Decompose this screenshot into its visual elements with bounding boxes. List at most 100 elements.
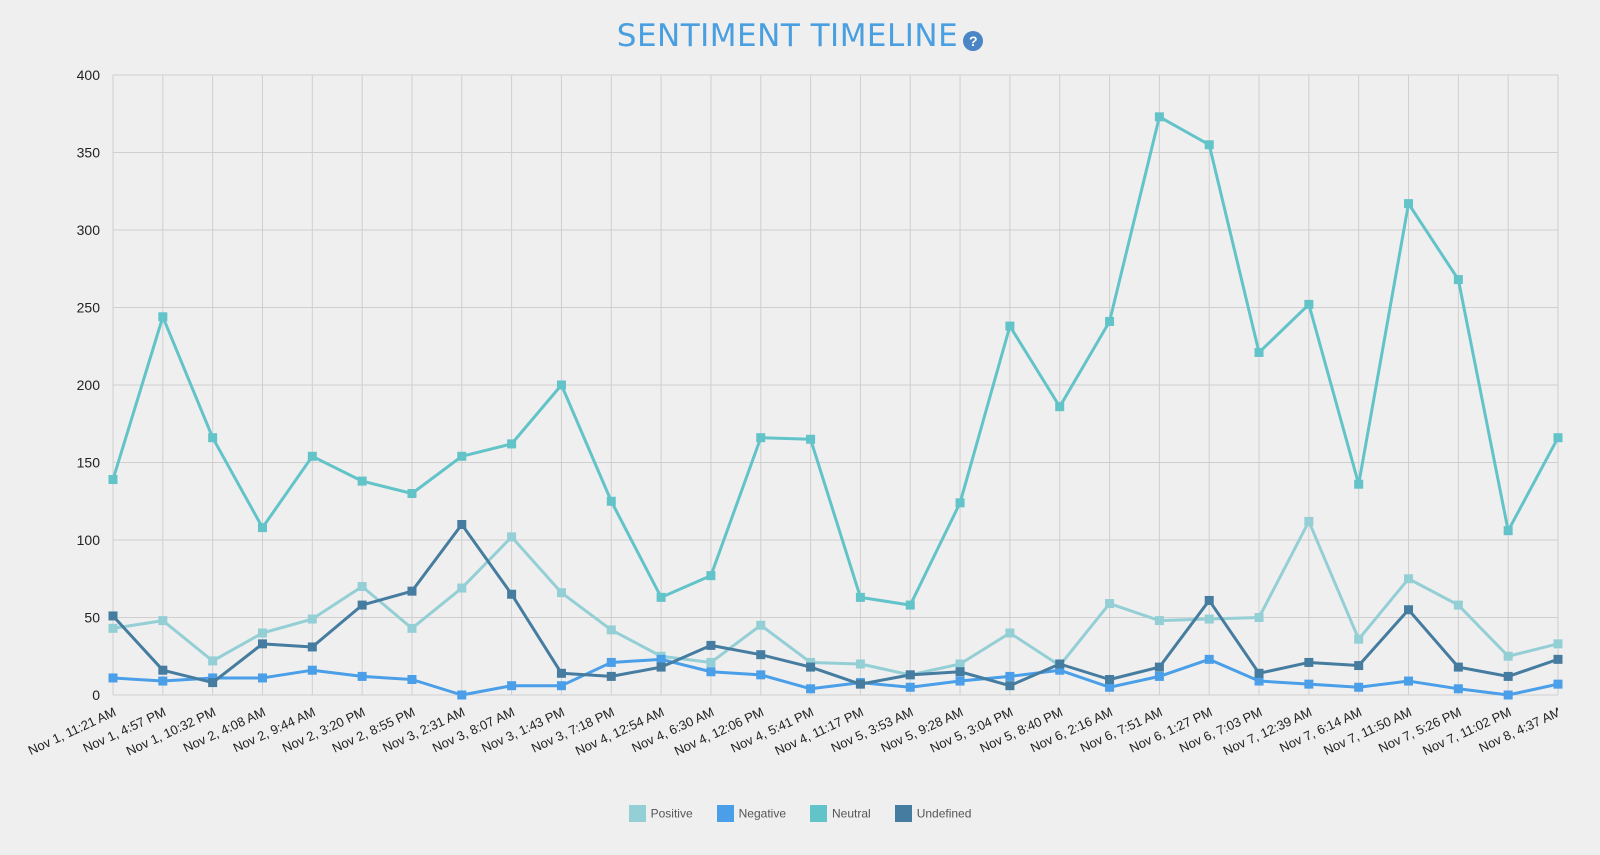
data-point-neutral[interactable]: Neutral: 125 bbox=[606, 496, 616, 506]
data-point-positive[interactable]: Positive: 42 bbox=[606, 625, 616, 635]
data-point-neutral[interactable]: Neutral: 162 bbox=[507, 439, 517, 449]
data-point-positive[interactable]: Positive: 21 bbox=[806, 657, 816, 667]
data-point-undefined[interactable]: Undefined: 19 bbox=[1354, 661, 1364, 671]
data-point-positive[interactable]: Positive: 20 bbox=[955, 659, 965, 669]
data-point-positive[interactable]: Positive: 36 bbox=[1354, 634, 1364, 644]
data-point-negative[interactable]: Negative: 11 bbox=[257, 673, 267, 683]
data-point-undefined[interactable]: Undefined: 58 bbox=[357, 600, 367, 610]
data-point-negative[interactable]: Negative: 15 bbox=[706, 667, 716, 677]
data-point-positive[interactable]: Positive: 21 bbox=[706, 657, 716, 667]
data-point-undefined[interactable]: Undefined: 12 bbox=[606, 671, 616, 681]
data-point-positive[interactable]: Positive: 70 bbox=[357, 582, 367, 591]
legend-item-negative[interactable]: Negative bbox=[716, 805, 786, 822]
data-point-neutral[interactable]: Neutral: 241 bbox=[1105, 316, 1115, 326]
data-point-negative[interactable]: Negative: 9 bbox=[955, 676, 965, 686]
data-point-undefined[interactable]: Undefined: 6 bbox=[1005, 681, 1015, 691]
data-point-negative[interactable]: Negative: 16 bbox=[1055, 665, 1065, 675]
data-point-neutral[interactable]: Neutral: 77 bbox=[706, 571, 716, 581]
data-point-negative[interactable]: Negative: 9 bbox=[158, 676, 168, 686]
data-point-undefined[interactable]: Undefined: 51 bbox=[108, 611, 118, 621]
data-point-undefined[interactable]: Undefined: 13 bbox=[905, 670, 915, 680]
data-point-positive[interactable]: Positive: 75 bbox=[1404, 574, 1414, 584]
data-point-undefined[interactable]: Undefined: 12 bbox=[1503, 671, 1513, 681]
data-point-undefined[interactable]: Undefined: 33 bbox=[257, 639, 267, 649]
data-point-neutral[interactable]: Neutral: 317 bbox=[1404, 199, 1414, 209]
data-point-neutral[interactable]: Neutral: 138 bbox=[357, 476, 367, 486]
data-point-neutral[interactable]: Neutral: 268 bbox=[1453, 275, 1463, 285]
data-point-undefined[interactable]: Undefined: 10 bbox=[1105, 675, 1115, 684]
data-point-negative[interactable]: Negative: 21 bbox=[606, 657, 616, 667]
data-point-undefined[interactable]: Undefined: 26 bbox=[756, 650, 766, 660]
data-point-neutral[interactable]: Neutral: 166 bbox=[208, 433, 218, 443]
data-point-undefined[interactable]: Undefined: 18 bbox=[806, 662, 816, 672]
data-point-positive[interactable]: Positive: 40 bbox=[257, 628, 267, 638]
data-point-undefined[interactable]: Undefined: 61 bbox=[1204, 595, 1214, 605]
data-point-neutral[interactable]: Neutral: 154 bbox=[307, 451, 317, 461]
data-point-negative[interactable]: Negative: 7 bbox=[1304, 679, 1314, 689]
legend-item-neutral[interactable]: Neutral bbox=[810, 805, 871, 822]
data-point-undefined[interactable]: Undefined: 20 bbox=[1055, 659, 1065, 669]
data-point-neutral[interactable]: Neutral: 58 bbox=[905, 600, 915, 610]
data-point-negative[interactable]: Negative: 7 bbox=[1553, 679, 1563, 689]
data-point-negative[interactable]: Negative: 6 bbox=[556, 681, 566, 691]
data-point-negative[interactable]: Negative: 0 bbox=[1503, 690, 1513, 700]
data-point-neutral[interactable]: Neutral: 136 bbox=[1354, 479, 1364, 489]
data-point-negative[interactable]: Negative: 13 bbox=[756, 670, 766, 680]
data-point-undefined[interactable]: Undefined: 23 bbox=[1553, 654, 1563, 664]
data-point-positive[interactable]: Positive: 112 bbox=[1304, 516, 1314, 526]
data-point-undefined[interactable]: Undefined: 32 bbox=[706, 640, 716, 650]
data-point-neutral[interactable]: Neutral: 186 bbox=[1055, 402, 1065, 412]
data-point-negative[interactable]: Negative: 0 bbox=[457, 690, 467, 700]
data-point-positive[interactable]: Positive: 20 bbox=[855, 659, 865, 669]
data-point-negative[interactable]: Negative: 11 bbox=[208, 673, 218, 683]
data-point-neutral[interactable]: Neutral: 139 bbox=[108, 475, 118, 485]
data-point-positive[interactable]: Positive: 59 bbox=[1105, 599, 1115, 609]
data-point-positive[interactable]: Positive: 33 bbox=[1553, 639, 1563, 649]
data-point-positive[interactable]: Positive: 49 bbox=[1204, 614, 1214, 624]
data-point-positive[interactable]: Positive: 66 bbox=[556, 588, 566, 598]
data-point-positive[interactable]: Positive: 69 bbox=[457, 583, 467, 593]
data-point-undefined[interactable]: Undefined: 67 bbox=[407, 586, 417, 596]
data-point-positive[interactable]: Positive: 48 bbox=[158, 616, 168, 626]
data-point-negative[interactable]: Negative: 5 bbox=[905, 682, 915, 692]
data-point-neutral[interactable]: Neutral: 252 bbox=[1304, 299, 1314, 309]
data-point-undefined[interactable]: Undefined: 14 bbox=[1254, 668, 1264, 678]
data-point-neutral[interactable]: Neutral: 166 bbox=[1553, 433, 1563, 443]
data-point-undefined[interactable]: Undefined: 15 bbox=[955, 667, 965, 677]
data-point-neutral[interactable]: Neutral: 63 bbox=[656, 592, 666, 602]
data-point-neutral[interactable]: Neutral: 238 bbox=[1005, 321, 1015, 331]
data-point-undefined[interactable]: Undefined: 18 bbox=[656, 662, 666, 672]
data-point-neutral[interactable]: Neutral: 165 bbox=[806, 434, 816, 444]
data-point-negative[interactable]: Negative: 4 bbox=[1453, 684, 1463, 694]
data-point-negative[interactable]: Negative: 5 bbox=[1105, 682, 1115, 692]
data-point-undefined[interactable]: Undefined: 18 bbox=[1154, 662, 1164, 672]
data-point-negative[interactable]: Negative: 12 bbox=[1005, 671, 1015, 681]
data-point-neutral[interactable]: Neutral: 166 bbox=[756, 433, 766, 443]
data-point-neutral[interactable]: Neutral: 355 bbox=[1204, 140, 1214, 150]
legend-item-positive[interactable]: Positive bbox=[628, 805, 693, 822]
help-icon[interactable]: ? bbox=[963, 31, 984, 52]
data-point-positive[interactable]: Positive: 43 bbox=[108, 623, 118, 633]
data-point-positive[interactable]: Positive: 49 bbox=[307, 614, 317, 624]
data-point-positive[interactable]: Positive: 40 bbox=[1005, 628, 1015, 638]
data-point-neutral[interactable]: Neutral: 63 bbox=[855, 592, 865, 602]
data-point-negative[interactable]: Negative: 9 bbox=[1254, 676, 1264, 686]
data-point-neutral[interactable]: Neutral: 200 bbox=[556, 380, 566, 390]
data-point-undefined[interactable]: Undefined: 8 bbox=[208, 678, 218, 688]
data-point-negative[interactable]: Negative: 23 bbox=[656, 654, 666, 664]
data-point-undefined[interactable]: Undefined: 18 bbox=[1453, 662, 1463, 672]
data-point-undefined[interactable]: Undefined: 31 bbox=[307, 642, 317, 652]
data-point-negative[interactable]: Negative: 12 bbox=[357, 671, 367, 681]
data-point-undefined[interactable]: Undefined: 55 bbox=[1404, 605, 1414, 615]
data-point-negative[interactable]: Negative: 23 bbox=[1204, 654, 1214, 664]
data-point-negative[interactable]: Negative: 16 bbox=[307, 665, 317, 675]
data-point-undefined[interactable]: Undefined: 7 bbox=[855, 679, 865, 689]
data-point-negative[interactable]: Negative: 5 bbox=[1354, 682, 1364, 692]
data-point-undefined[interactable]: Undefined: 65 bbox=[507, 589, 517, 599]
data-point-neutral[interactable]: Neutral: 244 bbox=[158, 312, 168, 322]
data-point-undefined[interactable]: Undefined: 21 bbox=[1304, 657, 1314, 667]
data-point-undefined[interactable]: Undefined: 16 bbox=[158, 665, 168, 675]
data-point-neutral[interactable]: Neutral: 221 bbox=[1254, 347, 1264, 357]
data-point-positive[interactable]: Positive: 45 bbox=[756, 620, 766, 630]
data-point-positive[interactable]: Positive: 48 bbox=[1154, 616, 1164, 626]
